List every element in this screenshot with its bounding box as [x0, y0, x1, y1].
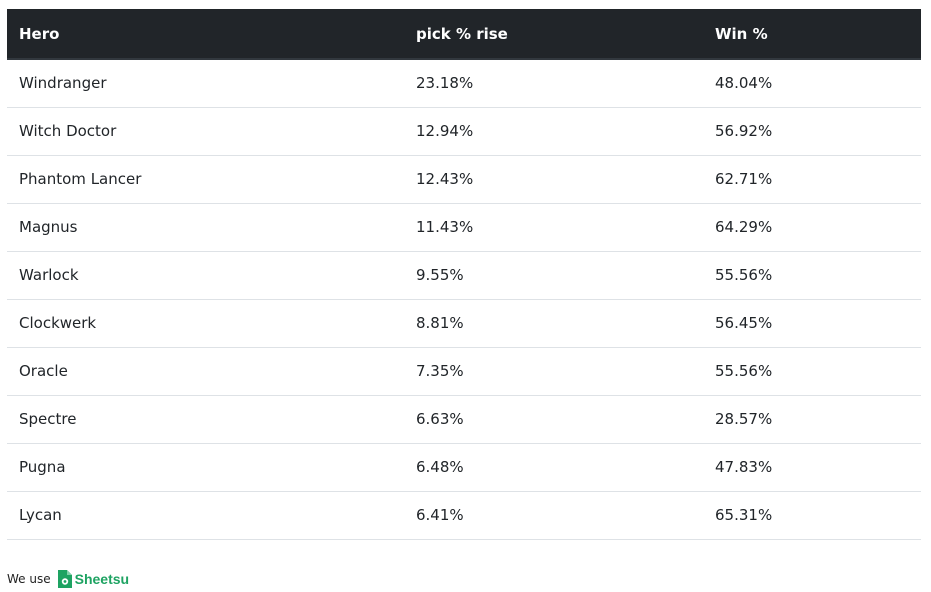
cell-win: 62.71%: [715, 170, 773, 188]
cell-win: 28.57%: [715, 410, 773, 428]
footer-credit: We use Sheetsu: [7, 566, 129, 592]
sheetsu-brand-name: Sheetsu: [74, 571, 130, 587]
table-row: Magnus 11.43% 64.29%: [7, 203, 921, 251]
cell-pick-rise: 7.35%: [416, 362, 464, 380]
column-header-win: Win %: [703, 9, 921, 60]
cell-win: 64.29%: [715, 218, 773, 236]
cell-pick-rise: 11.43%: [416, 218, 474, 236]
sheetsu-link[interactable]: Sheetsu: [57, 570, 129, 588]
header-row: Hero pick % rise Win %: [7, 9, 921, 60]
table-header: Hero pick % rise Win %: [7, 9, 921, 60]
footer-prefix-text: We use: [7, 572, 51, 586]
cell-pick-rise: 8.81%: [416, 314, 464, 332]
table-row: Pugna 6.48% 47.83%: [7, 443, 921, 491]
hero-stats-table-container: Hero pick % rise Win % Windranger 23.18%…: [7, 9, 921, 540]
cell-pick-rise: 12.94%: [416, 122, 474, 140]
cell-pick-rise: 23.18%: [416, 74, 474, 93]
cell-hero: Lycan: [19, 506, 62, 524]
table-row: Oracle 7.35% 55.56%: [7, 347, 921, 395]
cell-win: 55.56%: [715, 362, 773, 380]
hero-stats-table: Hero pick % rise Win % Windranger 23.18%…: [7, 9, 921, 540]
cell-hero: Magnus: [19, 218, 78, 236]
cell-hero: Pugna: [19, 458, 66, 476]
table-row: Clockwerk 8.81% 56.45%: [7, 299, 921, 347]
cell-pick-rise: 12.43%: [416, 170, 474, 188]
cell-win: 56.92%: [715, 122, 773, 140]
cell-hero: Witch Doctor: [19, 122, 117, 140]
table-row: Windranger 23.18% 48.04%: [7, 59, 921, 107]
cell-win: 56.45%: [715, 314, 773, 332]
column-header-pick-rise: pick % rise: [404, 9, 703, 60]
cell-hero: Oracle: [19, 362, 68, 380]
column-header-hero: Hero: [7, 9, 404, 60]
table-body: Windranger 23.18% 48.04% Witch Doctor 12…: [7, 59, 921, 539]
cell-hero: Windranger: [19, 74, 107, 93]
sheetsu-logo-icon: [57, 570, 72, 588]
cell-pick-rise: 9.55%: [416, 266, 464, 284]
cell-win: 65.31%: [715, 506, 773, 524]
cell-hero: Warlock: [19, 266, 79, 284]
cell-win: 55.56%: [715, 266, 773, 284]
table-row: Witch Doctor 12.94% 56.92%: [7, 107, 921, 155]
table-row: Warlock 9.55% 55.56%: [7, 251, 921, 299]
table-row: Spectre 6.63% 28.57%: [7, 395, 921, 443]
cell-pick-rise: 6.63%: [416, 410, 464, 428]
cell-win: 47.83%: [715, 458, 773, 476]
cell-hero: Clockwerk: [19, 314, 97, 332]
table-row: Phantom Lancer 12.43% 62.71%: [7, 155, 921, 203]
cell-hero: Spectre: [19, 410, 77, 428]
cell-win: 48.04%: [715, 74, 773, 93]
table-row: Lycan 6.41% 65.31%: [7, 491, 921, 539]
cell-pick-rise: 6.48%: [416, 458, 464, 476]
cell-hero: Phantom Lancer: [19, 170, 142, 188]
cell-pick-rise: 6.41%: [416, 506, 464, 524]
